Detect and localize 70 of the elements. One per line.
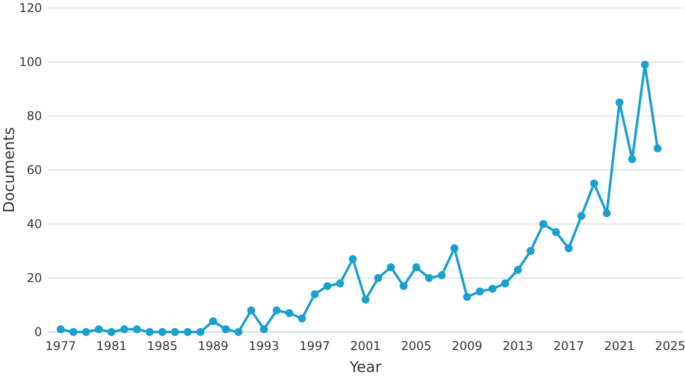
point [323,282,332,290]
point [616,98,624,106]
point [209,317,218,326]
x-tick-label: 1997 [299,339,330,353]
y-axis-title: Documents [0,127,18,213]
point [577,212,586,220]
point [69,328,78,336]
point [476,288,484,296]
point [285,309,294,318]
x-tick-label: 2021 [604,339,635,353]
point [171,328,179,336]
point [158,328,166,336]
point [654,144,662,152]
x-tick-label: 2013 [502,339,534,353]
y-tick-label: 120 [19,1,42,16]
x-tick-label: 2025 [655,339,685,353]
point [552,228,560,236]
y-tick-label: 60 [26,163,42,178]
point [450,244,458,252]
point [298,314,306,322]
x-tick-label: 1989 [198,339,228,353]
point [400,282,408,290]
y-tick-label: 80 [26,109,42,124]
x-tick-label: 1981 [96,339,127,353]
point [628,155,636,164]
y-tick-label: 20 [26,271,42,286]
point [590,180,598,188]
point [196,328,204,336]
point [132,325,141,334]
point [146,328,154,336]
point [108,328,116,336]
point [425,274,433,282]
point [362,296,370,304]
point [260,325,268,334]
point [247,306,256,314]
x-tick-label: 1993 [248,339,280,353]
point [640,60,649,69]
point [184,328,192,336]
point [564,244,573,252]
point [348,255,357,264]
y-tick-label: 0 [34,325,42,340]
point [310,290,319,298]
x-tick-label: 2017 [553,339,584,353]
point [526,247,535,255]
point [412,263,420,272]
point [222,325,230,334]
point [336,279,344,288]
point [272,306,281,314]
point [234,328,242,336]
point [463,292,472,301]
x-tick-label: 2001 [350,339,381,353]
point [374,274,382,282]
x-tick-label: 1977 [45,339,76,353]
x-tick-label: 2005 [401,339,432,353]
y-tick-label: 100 [19,55,42,70]
x-tick-label: 2009 [452,339,482,353]
y-tick-label: 40 [26,217,42,232]
point [120,325,128,334]
point [501,279,510,288]
x-axis-title: Year [348,358,382,376]
x-tick-label: 1985 [147,339,178,353]
point [602,209,611,218]
point [82,328,90,336]
point [94,325,103,334]
point [386,263,395,272]
point [488,284,496,293]
point [539,220,548,228]
point [56,325,65,334]
point [438,271,446,280]
point [514,266,522,274]
